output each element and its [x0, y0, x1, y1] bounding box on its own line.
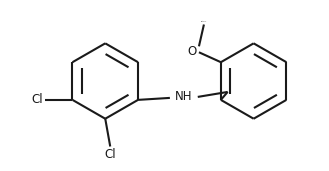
Text: methoxy: methoxy [201, 20, 207, 22]
Text: NH: NH [175, 90, 192, 103]
Text: Cl: Cl [31, 93, 43, 106]
Text: Cl: Cl [104, 148, 116, 161]
Text: O: O [188, 45, 197, 58]
